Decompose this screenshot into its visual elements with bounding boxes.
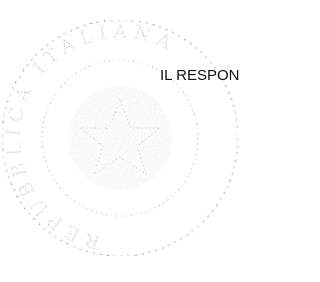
- heading: IL RESPON: [160, 67, 239, 84]
- document-fragment: REPUBBLICA ITALIANA IL RESPON: [0, 0, 275, 282]
- seal: REPUBBLICA ITALIANA: [2, 20, 238, 256]
- page: REPUBBLICA ITALIANA IL RESPON (() => { c…: [0, 0, 275, 282]
